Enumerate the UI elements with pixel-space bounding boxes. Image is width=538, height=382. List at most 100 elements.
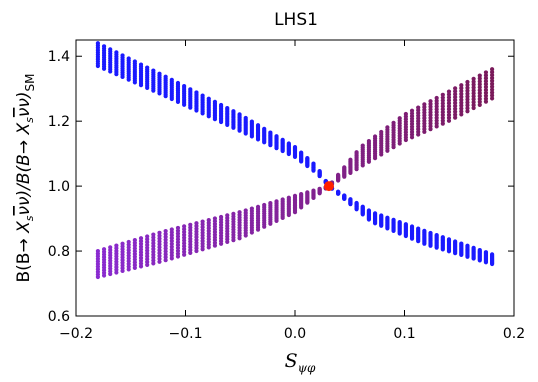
series-1-point: [459, 100, 464, 105]
series-1-point: [280, 197, 285, 202]
series-0-point: [422, 228, 427, 233]
series-0-point: [95, 41, 100, 46]
series-1-point: [490, 96, 495, 101]
series-0-point: [120, 53, 125, 58]
series-0-point: [483, 250, 489, 255]
series-1-point: [453, 97, 458, 103]
series-1-point: [182, 224, 187, 229]
x-axis-label-sub: ψφ: [298, 361, 316, 375]
series-1-point: [459, 94, 464, 99]
series-1-point: [490, 75, 495, 81]
series-1-point: [477, 91, 482, 96]
series-1-point: [151, 255, 156, 260]
series-1-point: [243, 208, 248, 213]
series-1-point: [409, 108, 415, 113]
series-1-point: [477, 96, 482, 102]
series-1-point: [225, 213, 230, 218]
series-0-point: [108, 47, 113, 52]
series-1-point: [483, 76, 489, 81]
series-1-point: [465, 109, 470, 114]
data-points: [95, 41, 495, 280]
series-0-point: [428, 230, 433, 236]
series-1-point: [477, 93, 482, 99]
series-1-point: [471, 88, 476, 93]
series-0-point: [194, 90, 199, 95]
series-1-point: [453, 115, 458, 120]
series-1-point: [151, 258, 156, 263]
series-1-point: [453, 103, 458, 109]
series-0-point: [379, 213, 384, 218]
series-1-point: [385, 125, 390, 130]
series-1-point: [169, 247, 174, 252]
series-1-point: [403, 111, 408, 117]
series-1-point: [446, 104, 452, 109]
series-0-point: [151, 68, 156, 73]
series-1-point: [440, 104, 445, 109]
series-1-point: [397, 116, 402, 121]
series-0-point: [292, 145, 298, 150]
series-1-point: [465, 100, 470, 105]
series-1-point: [163, 246, 168, 251]
series-0-point: [200, 93, 205, 98]
series-1-point: [440, 112, 445, 118]
series-1-point: [157, 248, 162, 253]
series-0-point: [268, 130, 273, 135]
series-1-point: [206, 218, 211, 223]
series-1-point: [95, 248, 100, 254]
series-1-point: [465, 94, 470, 99]
series-1-point: [169, 238, 174, 244]
series-1-point: [169, 241, 174, 247]
series-1-point: [471, 100, 476, 105]
series-1-point: [483, 99, 489, 104]
series-1-point: [163, 258, 168, 263]
series-1-point: [169, 233, 174, 238]
series-1-point: [483, 79, 489, 84]
series-1-point: [163, 252, 168, 257]
series-0-point: [471, 245, 476, 251]
x-tick-label: −0.1: [169, 326, 203, 342]
series-1-point: [446, 95, 452, 100]
series-0-point: [403, 222, 408, 227]
series-1-point: [360, 143, 365, 148]
x-tick-label: −0.2: [59, 326, 93, 342]
series-1-point: [477, 88, 482, 93]
series-1-point: [446, 118, 452, 123]
series-1-point: [151, 241, 156, 246]
series-1-point: [490, 84, 495, 89]
series-1-point: [188, 222, 193, 227]
series-1-point: [465, 88, 470, 93]
series-1-point: [237, 210, 242, 215]
series-1-point: [465, 82, 470, 88]
series-1-point: [163, 240, 168, 245]
series-1-point: [477, 102, 482, 107]
series-1-point: [157, 259, 162, 264]
series-1-point: [163, 231, 168, 237]
y-axis-label: B(B→ Xsνν)/B(B→ Xsνν)SM: [14, 73, 37, 282]
series-1-point: [490, 70, 495, 75]
y-tick-label: 1.0: [48, 179, 70, 195]
y-tick-label: 0.8: [48, 244, 70, 260]
series-1-point: [490, 90, 495, 95]
series-1-point: [317, 186, 322, 191]
series-1-point: [446, 98, 452, 103]
series-1-point: [157, 251, 162, 256]
series-1-point: [163, 243, 168, 248]
series-1-point: [483, 96, 489, 101]
series-1-point: [169, 253, 174, 258]
series-1-point: [151, 244, 156, 249]
series-0-point: [434, 233, 439, 238]
x-ticks: −0.2 −0.1 0.0 0.1 0.2: [59, 40, 525, 342]
series-1-point: [459, 109, 464, 114]
series-0-point: [206, 96, 211, 101]
series-0-point: [453, 239, 458, 244]
series-0-point: [169, 77, 174, 82]
series-1-point: [453, 92, 458, 97]
y-tick-label: 1.4: [48, 49, 70, 65]
series-1-point: [440, 121, 445, 126]
x-axis-label-main: S: [285, 350, 298, 372]
series-1-point: [477, 76, 482, 81]
series-1-point: [471, 97, 476, 102]
series-1-point: [114, 243, 119, 248]
series-1-point: [440, 107, 445, 112]
series-0-point: [101, 44, 107, 49]
